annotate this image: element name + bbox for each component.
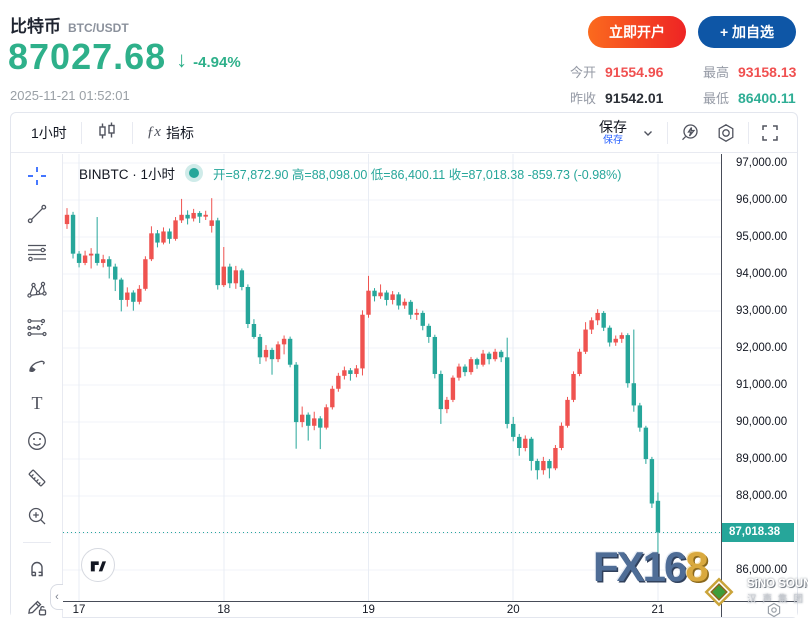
xabcd-pattern-tool[interactable] [24, 277, 50, 302]
drawing-toolbar: T [11, 154, 63, 618]
status-dot [189, 168, 200, 178]
chart-style-button[interactable] [86, 116, 128, 149]
snapshot-button[interactable] [672, 119, 708, 147]
smiley-icon [27, 431, 46, 450]
candlestick-plot[interactable] [63, 154, 721, 601]
horizontal-lines-icon [27, 244, 46, 262]
brush-icon [28, 360, 45, 373]
change-percent: -4.94% [193, 53, 241, 71]
projection-tool[interactable] [24, 315, 50, 340]
price-axis-label: 96,000.00 [736, 194, 788, 206]
magnet-icon [30, 561, 43, 577]
pencil-lock-icon [27, 600, 46, 616]
settings-button[interactable] [708, 119, 744, 147]
symbol-pair: BTC/USDT [68, 21, 129, 35]
stat-prev-close: 昨收 91542.01 [570, 90, 664, 106]
camera-flash-icon [682, 123, 698, 140]
trend-line-icon [27, 204, 46, 224]
measure-tool[interactable] [24, 466, 50, 491]
toolbar-divider [667, 121, 668, 144]
price-axis-label: 88,000.00 [736, 490, 788, 503]
open-account-button[interactable]: 立即开户 [588, 16, 686, 48]
sino-diamond-icon [704, 577, 734, 607]
chart-legend: BINBTC · 1小时 开=87,872.90 高=88,098.00 低=8… [79, 163, 621, 183]
rail-divider [22, 541, 51, 543]
toolbar-divider [131, 121, 133, 144]
fullscreen-button[interactable] [753, 120, 787, 146]
time-axis-label: 18 [217, 604, 231, 616]
legend-ohlc: 开=87,872.90 高=88,098.00 低=86,400.11 收=87… [213, 167, 622, 182]
price-axis-label: 91,000.00 [736, 379, 788, 392]
time-axis-label: 17 [72, 604, 86, 616]
symbol-name: 比特币 [10, 17, 61, 36]
interval-button[interactable]: 1小时 [31, 124, 67, 141]
price-axis-label: 95,000.00 [736, 231, 788, 244]
zoom-in-tool[interactable] [24, 504, 50, 529]
collapse-toolbar-handle[interactable]: ‹ [50, 584, 63, 610]
xabcd-pattern-icon [26, 281, 47, 298]
text-icon: T [31, 393, 42, 413]
quote-timestamp: 2025-11-21 01:52:01 [10, 88, 130, 103]
price-axis-label: 92,000.00 [736, 342, 788, 355]
ruler-icon [28, 470, 45, 487]
time-axis[interactable]: 17 18 19 20 21 [63, 601, 721, 617]
price-axis-label: 86,000.00 [736, 564, 788, 577]
chevron-down-icon [644, 130, 652, 136]
magnet-tool[interactable] [24, 555, 50, 580]
toolbar-divider [748, 121, 749, 144]
stat-low: 最低 86400.11 [703, 90, 796, 106]
gear-icon [718, 123, 734, 142]
crosshair-tool[interactable] [24, 164, 50, 189]
emoji-tool[interactable] [24, 428, 50, 453]
save-button[interactable]: 保存 保存 [599, 118, 627, 146]
horizontal-lines-tool[interactable] [24, 240, 50, 265]
toolbar-divider [80, 121, 82, 144]
brush-tool[interactable] [24, 353, 50, 378]
crosshair-icon [27, 167, 46, 186]
price-axis-label: 93,000.00 [736, 305, 788, 318]
fx168-watermark: FX168 [593, 543, 709, 590]
price-axis-label: 97,000.00 [736, 156, 788, 169]
symbol-header: 比特币 BTC/USDT 87027.68 ↓ -4.94% 2025-11-2… [0, 0, 808, 112]
time-axis-label: 20 [506, 604, 520, 616]
fx-icon: ƒx [146, 124, 161, 140]
add-watchlist-button[interactable]: + 加自选 [698, 16, 796, 48]
watermark-gear-icon [767, 602, 781, 618]
fullscreen-icon [762, 124, 778, 141]
time-axis-label: 21 [651, 604, 665, 616]
last-price: 87027.68 [8, 36, 167, 77]
price-axis-label: 90,000.00 [736, 416, 788, 429]
candles-icon [96, 120, 118, 145]
axis-corner [721, 601, 797, 617]
trend-line-tool[interactable] [24, 202, 50, 227]
candlestick-svg [63, 154, 721, 601]
save-tooltip: 保存 [603, 134, 623, 146]
legend-symbol[interactable]: BINBTC · 1小时 [79, 167, 176, 182]
down-arrow-icon: ↓ [176, 47, 188, 72]
svg-text:T: T [31, 393, 42, 413]
chart-toolbar: 1小时 ƒx 指标 保存 保存 [11, 113, 797, 153]
zoom-in-icon [28, 507, 45, 525]
sino-sound-watermark: SiNO SOUND 汉声集团 [699, 572, 808, 618]
chart-area: BINBTC · 1小时 开=87,872.90 高=88,098.00 低=8… [50, 154, 808, 618]
text-tool[interactable]: T [24, 391, 50, 416]
chart-widget-frame: 1小时 ƒx 指标 保存 保存 [10, 112, 808, 618]
current-price-tag: 87,018.38 [722, 522, 794, 542]
stat-open: 今开 91554.96 [570, 64, 664, 80]
projection-icon [26, 319, 47, 337]
tradingview-logo-icon [90, 561, 106, 572]
price-axis-label: 89,000.00 [736, 453, 788, 466]
price-axis-label: 94,000.00 [736, 268, 788, 281]
time-axis-label: 19 [362, 604, 375, 616]
stat-high: 最高 93158.13 [703, 64, 797, 80]
save-menu-chevron[interactable] [633, 122, 663, 144]
indicators-button[interactable]: ƒx 指标 [146, 124, 194, 141]
tradingview-logo[interactable] [81, 548, 115, 582]
lock-drawings-tool[interactable] [24, 593, 50, 618]
